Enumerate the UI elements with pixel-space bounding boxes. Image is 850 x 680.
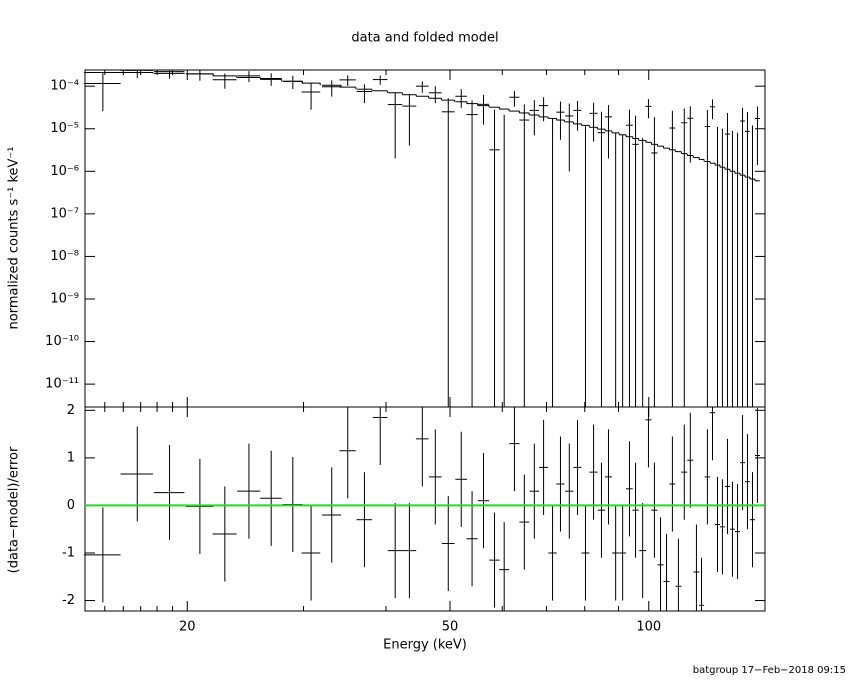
y-tick-label: 10⁻⁶ [50,164,79,179]
y-tick-label: 10⁻⁷ [50,206,79,221]
footer: batgroup 17−Feb−2018 09:15 [693,665,846,676]
y-tick-label: -1 [62,545,75,560]
y-tick-label: 10⁻⁴ [50,79,79,94]
chart-title: data and folded model [351,31,498,46]
y-tick-label: -2 [62,593,75,608]
y-axis-label: (data−model)/error [7,446,22,573]
y-tick-label: 10⁻⁹ [50,291,79,306]
y-tick-label: 10⁻¹¹ [45,377,79,392]
y-tick-label: 2 [67,403,75,418]
plot-frame [84,406,766,612]
y-tick-label: 10⁻¹⁰ [45,334,79,349]
y-tick-label: 10⁻⁵ [50,121,79,136]
x-tick-label: 100 [636,620,661,635]
y-axis-label: normalized counts s⁻¹ keV⁻¹ [7,147,22,330]
x-tick-label: 20 [179,620,196,635]
y-tick-label: 1 [67,450,75,465]
y-tick-label: 0 [67,498,75,513]
x-axis-label: Energy (keV) [383,638,467,653]
y-tick-label: 10⁻⁸ [50,249,79,264]
x-tick-label: 50 [442,620,459,635]
